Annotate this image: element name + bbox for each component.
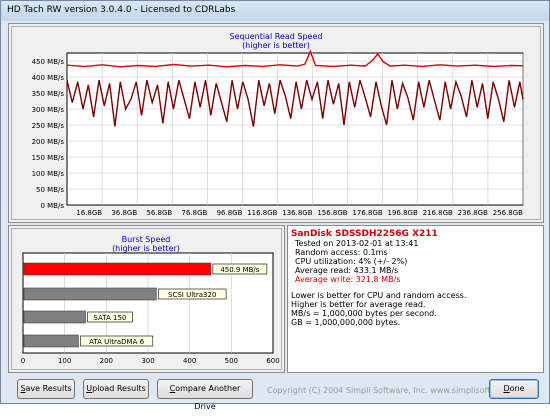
x-tick-label: 56.8GB	[146, 209, 172, 217]
burst-bar	[23, 262, 212, 276]
tested-on: Tested on 2013-02-01 at 13:41	[295, 239, 419, 248]
x-tick-label: 236.8GB	[458, 209, 488, 217]
burst-x-tick-label: 500	[225, 357, 238, 365]
copyright-text: Copyright (C) 2004 Simpli Software, Inc.…	[267, 386, 530, 395]
burst-speed-subtitle: (higher is better)	[112, 244, 180, 253]
x-tick-label: 156.8GB	[317, 209, 347, 217]
x-tick-label: 16.8GB	[76, 209, 102, 217]
y-tick-label: 300 MB/s	[32, 106, 65, 114]
bar-label: SATA 150	[93, 314, 126, 322]
compare-drive-accelerator: C	[169, 384, 176, 393]
reference-bar	[23, 334, 79, 348]
note-line: MB/s = 1,000,000 bytes per second.	[291, 309, 437, 318]
x-tick-label: 36.8GB	[111, 209, 137, 217]
x-tick-label: 116.8GB	[247, 209, 277, 217]
upload-results-button[interactable]: Upload Results	[83, 379, 149, 399]
y-tick-label: 100 MB/s	[32, 170, 65, 178]
bar-label-box	[158, 288, 227, 300]
y-tick-label: 350 MB/s	[32, 90, 65, 98]
burst-x-tick-label: 200	[100, 357, 113, 365]
burst-x-tick-label: 400	[183, 357, 196, 365]
average-read: Average read: 433.1 MB/s	[295, 266, 399, 275]
compare-drive-label: ompare Another Drive	[175, 384, 241, 411]
y-tick-label: 400 MB/s	[32, 74, 65, 82]
sequential-read-subtitle: (higher is better)	[242, 41, 310, 50]
reference-bar	[23, 287, 157, 301]
x-tick-label: 76.8GB	[181, 209, 207, 217]
note-line: Higher is better for average read.	[291, 300, 426, 309]
reference-bar	[23, 310, 86, 324]
bar-label: 450.9 MB/s	[220, 266, 259, 274]
x-tick-label: 176.8GB	[352, 209, 382, 217]
average-write: Average write: 321.8 MB/s	[295, 275, 401, 284]
bar-label-box	[87, 311, 133, 323]
bar-label-box	[212, 263, 268, 275]
x-tick-label: 136.8GB	[282, 209, 312, 217]
burst-speed-title: Burst Speed	[121, 235, 171, 244]
save-results-accelerator: S	[20, 384, 26, 393]
done-button[interactable]: Done	[489, 379, 539, 399]
y-tick-label: 200 MB/s	[32, 138, 65, 146]
done-label: one	[509, 384, 525, 393]
x-tick-label: 216.8GB	[423, 209, 453, 217]
burst-x-tick-label: 600	[266, 357, 279, 365]
y-tick-label: 0 MB/s	[40, 202, 64, 210]
sequential-read-title: Sequential Read Speed	[229, 32, 323, 41]
bar-label: ATA UltraDMA 6	[89, 338, 144, 346]
save-results-label: ave Results	[25, 384, 72, 393]
compare-another-drive-button[interactable]: Compare Another Drive	[157, 379, 253, 411]
y-tick-label: 150 MB/s	[32, 154, 65, 162]
upload-results-accelerator: U	[86, 384, 93, 393]
title-bar: HD Tach RW version 3.0.4.0 - Licensed to…	[1, 1, 549, 21]
burst-speed-inner-frame	[11, 228, 282, 370]
drive-name: SanDisk SDSSDH2256G X211	[291, 229, 438, 239]
note-line: Lower is better for CPU and random acces…	[291, 291, 467, 300]
cpu-utilization: CPU utilization: 4% (+/- 2%)	[295, 257, 408, 266]
write-speed-line	[66, 79, 524, 127]
window-title: HD Tach RW version 3.0.4.0 - Licensed to…	[7, 5, 236, 15]
sequential-read-chart: 450 MB/s 400 MB/s 350 MB/s 300 MB/s 250 MB/s…	[32, 49, 524, 217]
bar-label: SCSI Ultra320	[168, 291, 216, 299]
x-tick-label: 96.8GB	[217, 209, 243, 217]
random-access: Random access: 0.1ms	[295, 248, 388, 257]
done-accelerator: D	[503, 384, 510, 393]
x-tick-label: 256.8GB	[493, 209, 523, 217]
burst-speed-chart: 0 100 200 300 400 500 600 450.9 MB/s SCSI Ultra3…	[21, 252, 280, 365]
x-tick-label: 196.8GB	[387, 209, 417, 217]
note-line: GB = 1,000,000,000 bytes.	[291, 318, 401, 327]
y-tick-label: 450 MB/s	[32, 58, 65, 66]
read-speed-line	[66, 49, 524, 68]
burst-x-tick-label: 300	[141, 357, 154, 365]
upload-results-label: pload Results	[92, 384, 146, 393]
sequential-read-inner-frame	[11, 26, 541, 220]
save-results-button[interactable]: Save Results	[17, 379, 75, 399]
burst-x-tick-label: 100	[58, 357, 71, 365]
plot-area	[66, 52, 524, 206]
y-tick-label: 50 MB/s	[36, 186, 64, 194]
burst-x-tick-label: 0	[21, 357, 25, 365]
drive-info-panel	[287, 225, 544, 373]
bar-label-box	[80, 335, 154, 347]
y-tick-label: 250 MB/s	[32, 122, 65, 130]
